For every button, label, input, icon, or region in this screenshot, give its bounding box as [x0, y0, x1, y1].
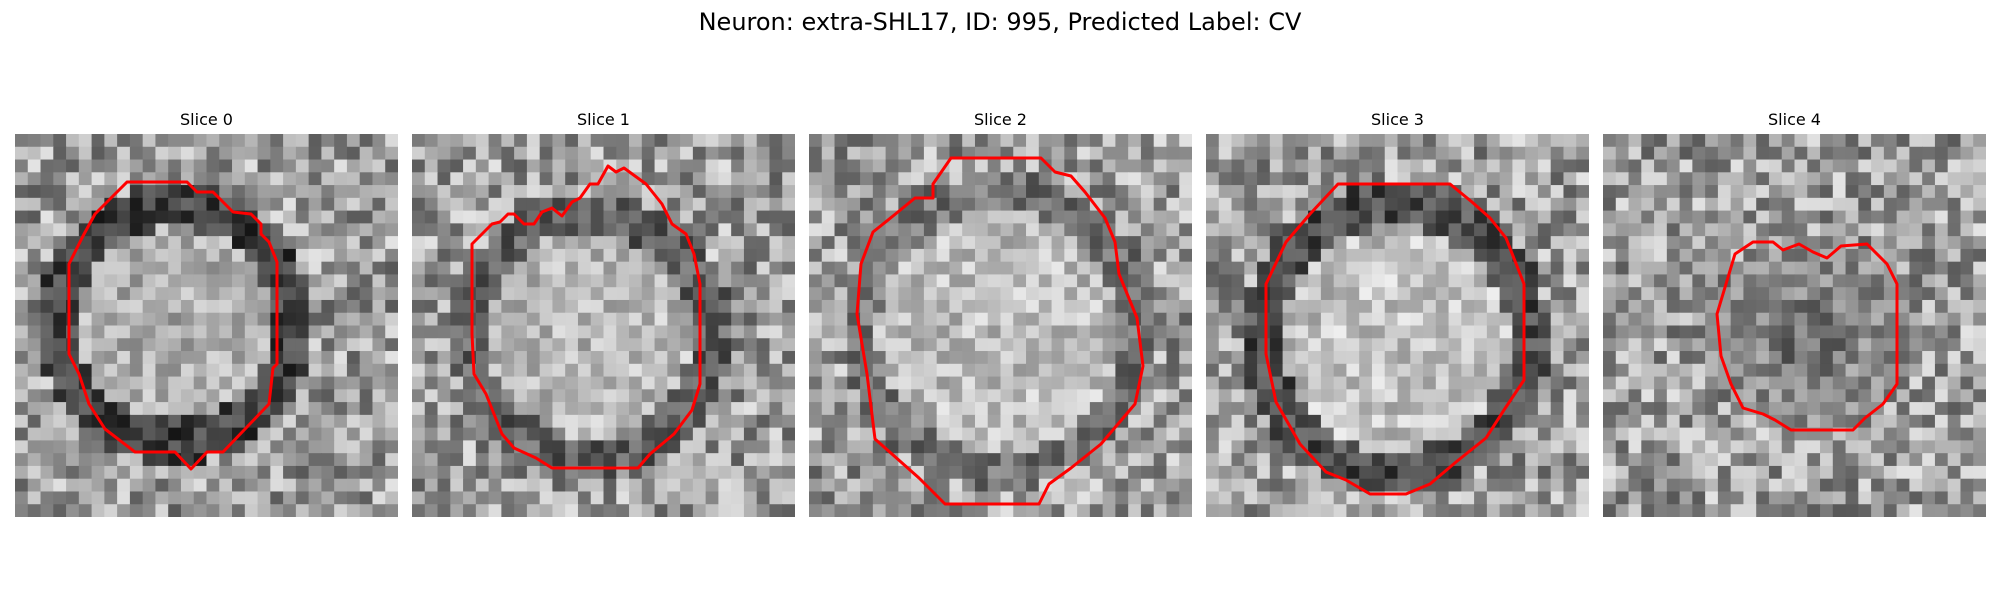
segmentation-contour-1: [470, 164, 702, 470]
grayscale-pixels-0: [15, 134, 398, 517]
slice-title-0: Slice 0: [180, 110, 233, 129]
slice-image-2: [809, 134, 1192, 517]
slice-panel-0: Slice 0: [15, 104, 398, 520]
slice-panel-3: Slice 3: [1206, 104, 1589, 520]
slice-image-0: [15, 134, 398, 517]
grayscale-pixels-1: [412, 134, 795, 517]
slice-panel-4: Slice 4: [1603, 104, 1986, 520]
segmentation-contour-0: [67, 180, 279, 471]
slice-image-4: [1603, 134, 1986, 517]
grayscale-pixels-2: [809, 134, 1192, 517]
slice-panel-1: Slice 1: [412, 104, 795, 520]
slice-title-1: Slice 1: [577, 110, 630, 129]
segmentation-contour-3: [1264, 182, 1526, 496]
grayscale-pixels-4: [1603, 134, 1986, 517]
slice-panel-2: Slice 2: [809, 104, 1192, 520]
slice-title-3: Slice 3: [1371, 110, 1424, 129]
segmentation-contour-2: [855, 156, 1145, 506]
figure-title: Neuron: extra-SHL17, ID: 995, Predicted …: [698, 8, 1302, 36]
slice-title-4: Slice 4: [1768, 110, 1821, 129]
slice-image-3: [1206, 134, 1589, 517]
segmentation-contour-4: [1715, 240, 1899, 432]
slice-title-2: Slice 2: [974, 110, 1027, 129]
grayscale-pixels-3: [1206, 134, 1589, 517]
slice-image-1: [412, 134, 795, 517]
